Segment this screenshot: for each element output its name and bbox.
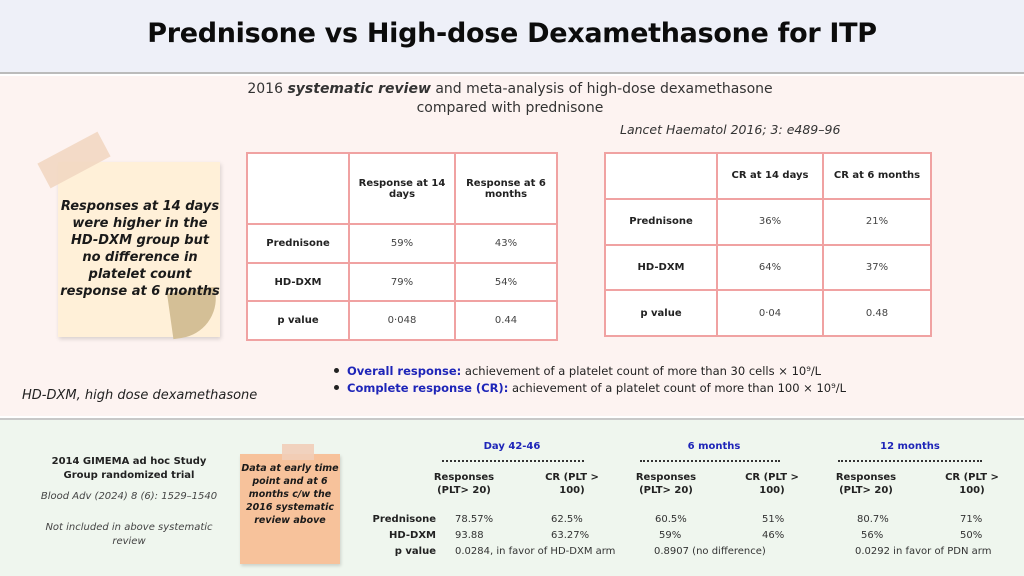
dotted-divider — [838, 460, 982, 462]
table-row: HD-DXM 64% 37% — [604, 243, 932, 292]
page-title: Prednisone vs High-dose Dexamethasone fo… — [147, 18, 877, 49]
intro-text: 2016 systematic review and meta-analysis… — [230, 80, 790, 118]
p-value-cell: 0.8907 (no difference) — [654, 546, 766, 557]
intro-line1-pre: 2016 — [247, 81, 288, 97]
definition-term: Overall response: — [347, 364, 462, 378]
column-header-responses: Responses (PLT> 20) — [835, 472, 897, 496]
abbreviation-note: HD-DXM, high dose dexamethasone — [22, 388, 258, 403]
table-cell: 50% — [960, 530, 983, 541]
intro-line1-post: and meta-analysis of high-dose dexametha… — [430, 81, 773, 97]
study-name: 2014 GIMEMA ad hoc Study Group randomize… — [51, 456, 207, 481]
table-header-cell: CR at 14 days — [716, 152, 824, 200]
table-row: p value 0·048 0.44 — [246, 300, 558, 341]
response-table: Response at 14 days Response at 6 months… — [246, 151, 558, 341]
p-value-cell: 0.0292 in favor of PDN arm — [855, 546, 992, 557]
row-label-prednisone: Prednisone — [372, 514, 436, 525]
tape-decoration — [282, 444, 314, 460]
complete-response-table: CR at 14 days CR at 6 months Prednisone … — [604, 152, 932, 337]
definitions-list: Overall response: achievement of a plate… — [332, 363, 846, 397]
period-header-day42: Day 42-46 — [483, 441, 541, 452]
bullet-icon — [334, 385, 339, 390]
row-label: Prednisone — [246, 223, 350, 264]
table-header-cell: CR at 6 months — [822, 152, 932, 200]
sticky-note-text: Responses at 14 days were higher in the … — [60, 199, 220, 299]
table-cell: 37% — [822, 243, 932, 292]
row-label-hd-dxm: HD-DXM — [389, 530, 436, 541]
title-bar — [0, 0, 1024, 74]
table-header-row: Response at 14 days Response at 6 months — [246, 151, 558, 226]
table-cell: 93.88 — [455, 530, 484, 541]
table-cell: 54% — [454, 261, 558, 303]
table-row: HD-DXM 79% 54% — [246, 261, 558, 303]
dotted-divider — [640, 460, 780, 462]
period-header-12mo: 12 months — [880, 441, 940, 452]
table-cell: 21% — [822, 197, 932, 246]
period-header-6mo: 6 months — [687, 441, 741, 452]
table-cell: 51% — [762, 514, 785, 525]
definition-text: achievement of a platelet count of more … — [508, 381, 846, 395]
sticky-note-orange-text: Data at early time point and at 6 months… — [241, 463, 339, 526]
list-item: Complete response (CR): achievement of a… — [332, 380, 846, 397]
table-row: Prednisone 36% 21% — [604, 197, 932, 246]
column-header-cr: CR (PLT > 100) — [545, 472, 599, 496]
table-header-cell — [246, 151, 350, 226]
study-note: Not included in above systematic review — [45, 522, 213, 547]
table-cell: 56% — [861, 530, 884, 541]
table-cell: 0·04 — [716, 289, 824, 337]
row-label: p value — [604, 289, 718, 337]
table-header-cell: Response at 6 months — [454, 151, 558, 226]
intro-line2: compared with prednisone — [416, 100, 604, 116]
study-citation: Blood Adv (2024) 8 (6): 1529–1540 — [40, 491, 218, 502]
row-label: HD-DXM — [246, 261, 350, 303]
table-cell: 0.44 — [454, 300, 558, 341]
row-label: Prednisone — [604, 197, 718, 246]
lancet-citation: Lancet Haematol 2016; 3: e489–96 — [620, 122, 841, 137]
table-cell: 80.7% — [857, 514, 889, 525]
definition-text: achievement of a platelet count of more … — [461, 364, 822, 378]
column-header-responses: Responses (PLT> 20) — [635, 472, 697, 496]
list-item: Overall response: achievement of a plate… — [332, 363, 846, 380]
row-label-p-value: p value — [394, 546, 436, 557]
table-cell: 79% — [348, 261, 456, 303]
table-cell: 0·048 — [348, 300, 456, 341]
sticky-note-orange — [240, 454, 340, 564]
table-row: Prednisone 59% 43% — [246, 223, 558, 264]
column-header-cr: CR (PLT > 100) — [745, 472, 799, 496]
table-header-cell — [604, 152, 718, 200]
table-header-row: CR at 14 days CR at 6 months — [604, 152, 932, 200]
table-cell: 59% — [659, 530, 682, 541]
table-cell: 64% — [716, 243, 824, 292]
table-cell: 0.48 — [822, 289, 932, 337]
table-cell: 60.5% — [655, 514, 687, 525]
column-header-cr: CR (PLT > 100) — [945, 472, 999, 496]
table-cell: 78.57% — [455, 514, 494, 525]
table-cell: 63.27% — [551, 530, 590, 541]
table-header-cell: Response at 14 days — [348, 151, 456, 226]
definition-term: Complete response (CR): — [347, 381, 509, 395]
bullet-icon — [334, 368, 339, 373]
gimema-section — [0, 418, 1024, 576]
dotted-divider — [442, 460, 584, 462]
table-cell: 46% — [762, 530, 785, 541]
p-value-cell: 0.0284, in favor of HD-DXM arm — [455, 546, 616, 557]
column-header-responses: Responses (PLT> 20) — [433, 472, 495, 496]
row-label: HD-DXM — [604, 243, 718, 292]
table-cell: 62.5% — [551, 514, 583, 525]
intro-line1-em: systematic review — [287, 81, 431, 97]
table-cell: 43% — [454, 223, 558, 264]
row-label: p value — [246, 300, 350, 341]
table-cell: 71% — [960, 514, 983, 525]
table-row: p value 0·04 0.48 — [604, 289, 932, 337]
table-cell: 59% — [348, 223, 456, 264]
table-cell: 36% — [716, 197, 824, 246]
